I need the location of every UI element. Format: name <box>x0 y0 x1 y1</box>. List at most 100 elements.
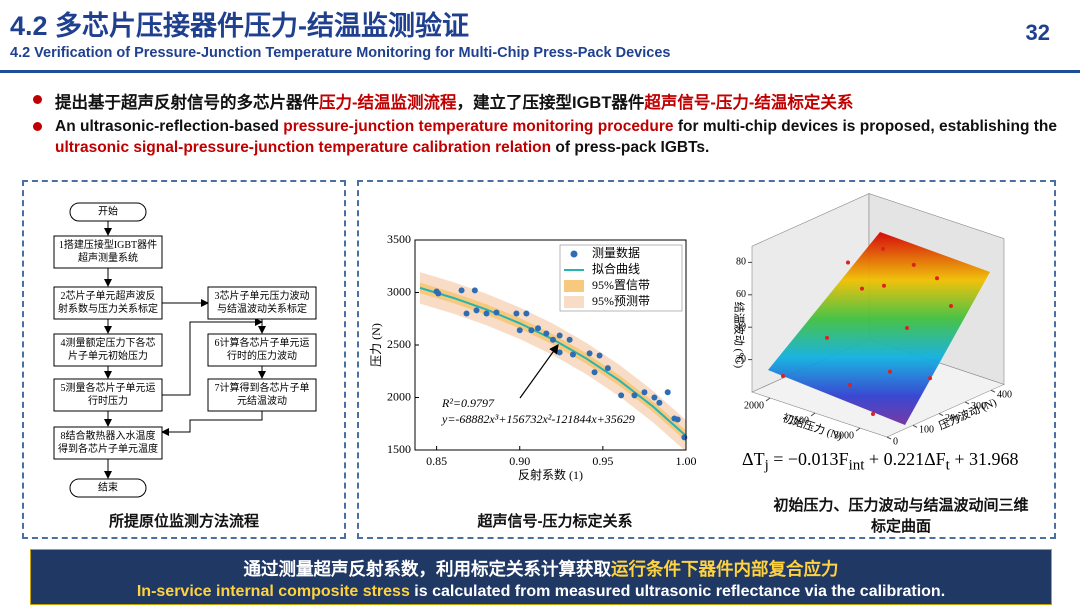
z-tick-label: 20 <box>736 354 746 365</box>
footer-text: is calculated from measured ultrasonic r… <box>409 583 946 600</box>
bullet-text: for multi-chip devices is proposed, esta… <box>673 118 1057 135</box>
flow-node <box>53 333 163 367</box>
bullet-text: An ultrasonic-reflection-based <box>55 118 284 135</box>
data-point <box>905 325 909 330</box>
data-point <box>471 287 478 294</box>
flow-node-label: 8结合散热器入水温度 <box>61 429 156 442</box>
data-point <box>435 290 442 297</box>
y-tick-label: 0 <box>893 436 898 447</box>
footer-en: In-service internal composite stress is … <box>31 583 1051 601</box>
flow-node-label: 5测量各芯片子单元运 <box>61 381 156 394</box>
panel <box>357 180 1056 539</box>
y-tick-label: 3000 <box>387 284 411 298</box>
bullet: An ultrasonic-reflection-based pressure-… <box>33 116 1057 158</box>
data-point <box>949 304 953 309</box>
data-point <box>656 399 663 406</box>
y-tick <box>938 413 944 417</box>
legend-label: 测量数据 <box>592 245 640 260</box>
data-point <box>881 246 885 251</box>
data-point <box>516 327 523 334</box>
data-point <box>591 369 598 376</box>
y-tick-label: 300 <box>971 401 986 412</box>
flow-arrow <box>162 318 263 396</box>
bullet-text: of press-pack IGBTs. <box>551 139 710 156</box>
page-number: 32 <box>1025 20 1050 45</box>
annotation-arrow <box>519 344 559 399</box>
equation-part: j <box>764 457 769 474</box>
flow-node-label: 片子单元初始压力 <box>68 349 148 362</box>
y-tick-label: 100 <box>919 425 934 436</box>
legend-label: 95%置信带 <box>592 278 650 292</box>
highlight-text: 运行条件下器件内部复合应力 <box>611 559 839 579</box>
x-tick-label: 2500 <box>789 415 809 426</box>
data-point <box>825 335 829 340</box>
x-tick-label: 0.95 <box>592 454 613 468</box>
flow-node <box>53 426 163 460</box>
y-tick <box>886 436 892 440</box>
flow-node-label: 1搭建压接型IGBT器件 <box>59 238 157 251</box>
flow-node-label: 射系数与压力关系标定 <box>58 302 158 315</box>
data-point <box>569 351 576 358</box>
data-point <box>651 394 658 401</box>
y-tick-label: 1500 <box>387 442 411 456</box>
data-point <box>493 309 500 316</box>
data-point <box>604 365 611 372</box>
highlight-text: 超声信号-压力-结温标定关系 <box>644 94 854 112</box>
data-point <box>523 310 530 317</box>
data-point <box>528 327 535 334</box>
flow-node-label: 行时压力 <box>88 394 128 407</box>
data-point <box>566 336 573 343</box>
y-tick-label: 400 <box>997 389 1012 400</box>
legend-symbol <box>564 296 584 308</box>
data-point <box>618 392 625 399</box>
legend-symbol <box>564 280 584 292</box>
highlight-text: ultrasonic signal-pressure-junction temp… <box>55 139 552 156</box>
equation-part: F <box>935 449 946 469</box>
x-tick-label: 0.85 <box>426 454 447 468</box>
y-tick <box>990 389 996 393</box>
data-point <box>513 310 520 317</box>
bullet-text: 提出基于超声反射信号的多芯片器件 <box>55 94 319 112</box>
x-tick <box>855 427 861 432</box>
flow-node-label: 与结温波动关系标定 <box>217 302 307 315</box>
panel <box>22 180 346 539</box>
legend-label: 95%预测带 <box>592 294 650 308</box>
data-point <box>586 350 593 357</box>
data-point <box>556 349 563 356</box>
x-tick-label: 1.00 <box>676 454 697 468</box>
x-tick <box>765 397 771 402</box>
equation-part: int <box>848 457 865 474</box>
flow-node <box>53 378 163 412</box>
y-tick-label: 2500 <box>387 337 411 351</box>
data-point <box>928 376 932 381</box>
flow-node-label: 得到各芯片子单元温度 <box>58 442 158 455</box>
x-tick-label: 0.90 <box>509 454 530 468</box>
highlight-text: In-service internal composite stress <box>136 583 410 600</box>
footer-zh: 通过测量超声反射系数，利用标定关系计算获取运行条件下器件内部复合应力 <box>31 556 1051 581</box>
annotation: y=-68882x³+156732x²-121844x+35629 <box>441 412 635 426</box>
x-tick <box>810 412 816 417</box>
equation-part: ΔT <box>742 449 765 469</box>
y-tick-label: 200 <box>945 413 960 424</box>
data-point <box>674 416 681 423</box>
bullet: 提出基于超声反射信号的多芯片器件压力-结温监测流程，建立了压接型IGBT器件超声… <box>33 89 1057 113</box>
data-point <box>911 262 916 267</box>
z-tick-label: 80 <box>736 257 746 268</box>
flow-node <box>207 286 317 320</box>
flow-node-label: 结束 <box>98 480 118 493</box>
confidence-band <box>419 272 686 450</box>
equation-part: t <box>945 457 950 474</box>
footer-box: 通过测量超声反射系数，利用标定关系计算获取运行条件下器件内部复合应力 In-se… <box>30 549 1052 605</box>
flow-node-label: 6计算各芯片子单元运 <box>215 336 310 349</box>
y-tick-label: 3500 <box>387 232 411 246</box>
flow-node-label: 超声测量系统 <box>78 251 138 264</box>
flow-node <box>207 333 317 367</box>
data-point <box>535 325 542 332</box>
data-point <box>888 369 892 374</box>
flow-node <box>69 478 147 498</box>
footer-text: 通过测量超声反射系数，利用标定关系计算获取 <box>243 559 612 579</box>
equation: ΔTj = −0.013Fint + 0.221ΔFt + 31.968 <box>742 449 1019 475</box>
data-point <box>935 276 939 281</box>
